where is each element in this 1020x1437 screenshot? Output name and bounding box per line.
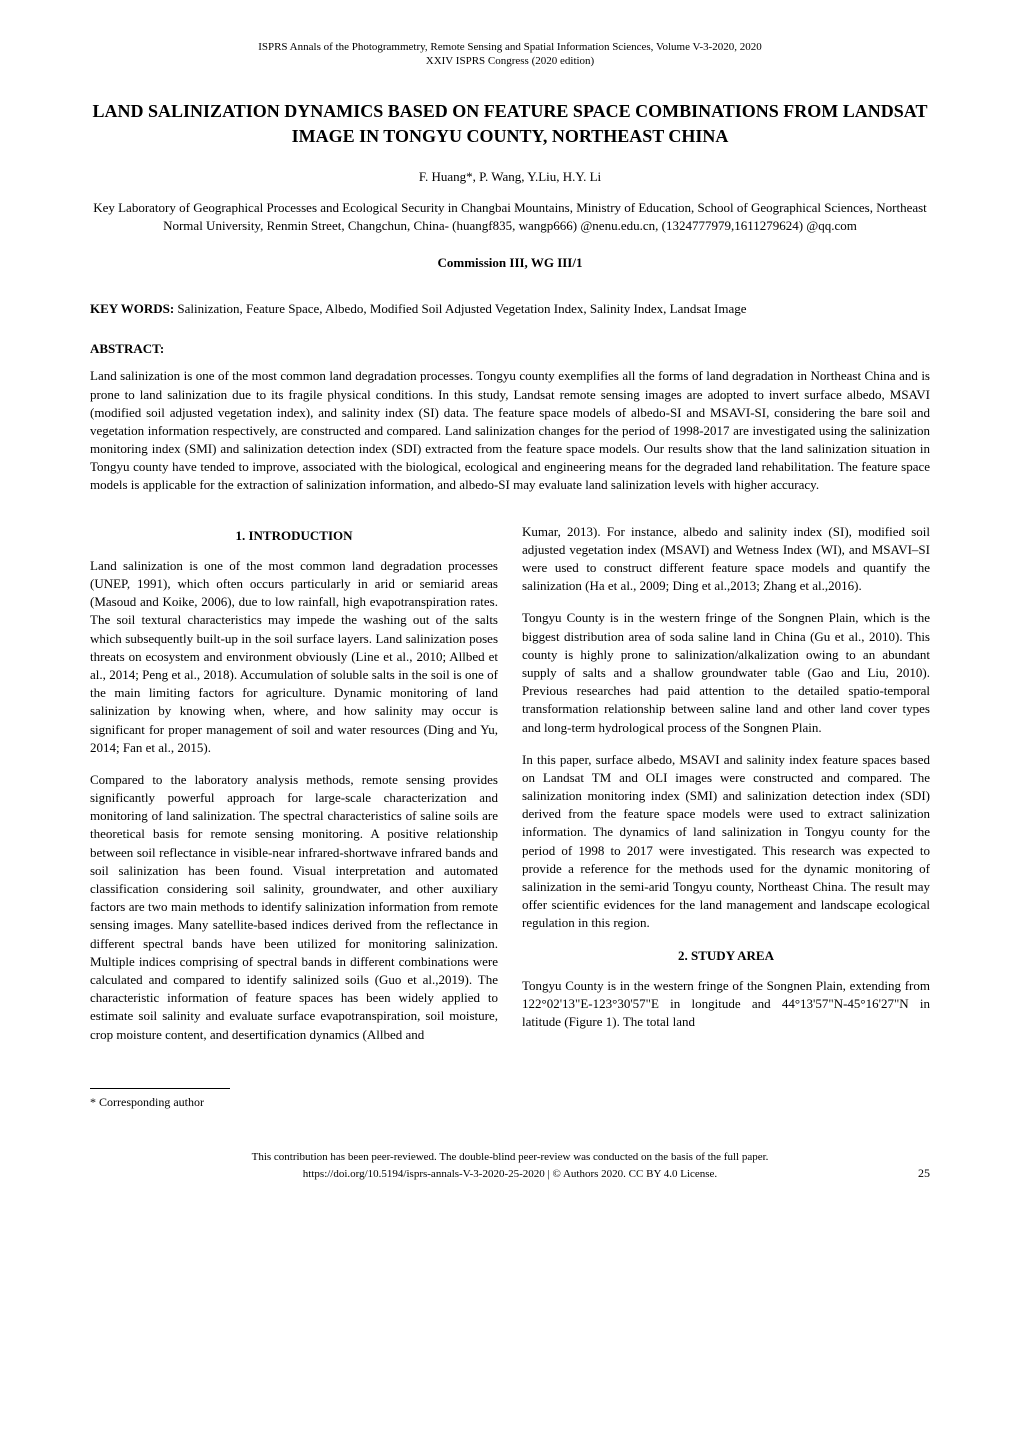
paper-title: LAND SALINIZATION DYNAMICS BASED ON FEAT… [90, 99, 930, 149]
right-p2: Tongyu County is in the western fringe o… [522, 609, 930, 736]
footer-line2: https://doi.org/10.5194/isprs-annals-V-3… [130, 1167, 890, 1182]
authors: F. Huang*, P. Wang, Y.Liu, H.Y. Li [90, 169, 930, 185]
left-p1: Land salinization is one of the most com… [90, 557, 498, 757]
footnote: * Corresponding author [90, 1095, 930, 1110]
keywords-text: Salinization, Feature Space, Albedo, Mod… [174, 301, 746, 316]
keywords-label: KEY WORDS: [90, 301, 174, 316]
section-study-area-heading: 2. STUDY AREA [522, 947, 930, 965]
affiliation: Key Laboratory of Geographical Processes… [90, 199, 930, 235]
footer-row: https://doi.org/10.5194/isprs-annals-V-3… [90, 1165, 930, 1182]
header-meta: ISPRS Annals of the Photogrammetry, Remo… [90, 40, 930, 69]
abstract-text: Land salinization is one of the most com… [90, 367, 930, 494]
footer-line1: This contribution has been peer-reviewed… [90, 1150, 930, 1165]
right-p1: Kumar, 2013). For instance, albedo and s… [522, 523, 930, 596]
footer-meta: This contribution has been peer-reviewed… [90, 1150, 930, 1182]
right-p3: In this paper, surface albedo, MSAVI and… [522, 751, 930, 933]
abstract-label: ABSTRACT: [90, 341, 930, 357]
commission: Commission III, WG III/1 [90, 255, 930, 271]
two-column-body: 1. INTRODUCTION Land salinization is one… [90, 523, 930, 1058]
header-line2: XXIV ISPRS Congress (2020 edition) [90, 54, 930, 68]
header-line1: ISPRS Annals of the Photogrammetry, Remo… [90, 40, 930, 54]
keywords: KEY WORDS: Salinization, Feature Space, … [90, 301, 930, 317]
page-number: 25 [890, 1165, 930, 1182]
left-p2: Compared to the laboratory analysis meth… [90, 771, 498, 1044]
footnote-separator [90, 1088, 230, 1089]
section-intro-heading: 1. INTRODUCTION [90, 527, 498, 545]
right-p4: Tongyu County is in the western fringe o… [522, 977, 930, 1032]
left-column: 1. INTRODUCTION Land salinization is one… [90, 523, 498, 1058]
right-column: Kumar, 2013). For instance, albedo and s… [522, 523, 930, 1058]
